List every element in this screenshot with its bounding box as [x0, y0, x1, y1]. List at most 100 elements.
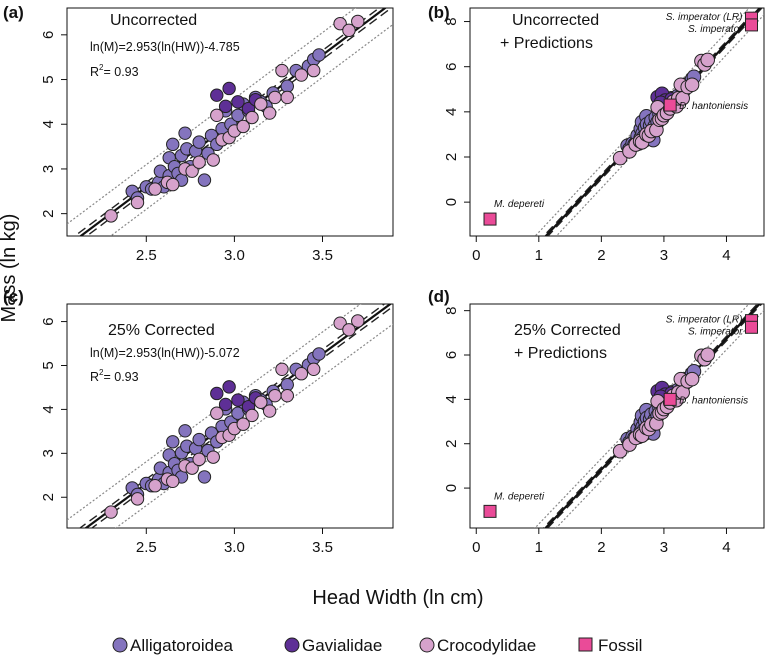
data-point-crocodylidae [192, 155, 206, 169]
data-point-crocodylidae [206, 450, 220, 464]
panel-b-title-line2: + Predictions [500, 35, 593, 52]
x-tick-label: 3.5 [312, 247, 333, 264]
data-point-crocodylidae [294, 68, 309, 82]
y-tick-label: 0 [443, 484, 460, 492]
fossil-label-s-imperator-lr: S. imperator (LR) [666, 12, 743, 23]
fossil-point-d-hantoniensis [663, 98, 677, 112]
data-point-gavialidae [210, 88, 224, 102]
data-point-alligatoroidea [166, 435, 180, 449]
data-point-crocodylidae [262, 106, 277, 120]
fossil-point-m-depereti [483, 504, 497, 518]
data-point-crocodylidae [275, 63, 289, 78]
fossil-label-d-hantoniensis: D. hantoniensis [679, 101, 748, 112]
data-point-crocodylidae [210, 406, 224, 420]
x-tick-label: 2.5 [136, 247, 157, 264]
legend-marker-gavialidae [284, 637, 300, 653]
y-tick-label: 5 [40, 75, 57, 83]
panel-d-title-line2: + Predictions [514, 345, 607, 362]
panel-b-title-line1: Uncorrected [512, 12, 599, 29]
data-point-crocodylidae [280, 388, 294, 403]
x-tick-label: 0 [472, 539, 480, 556]
data-point-crocodylidae [684, 371, 700, 387]
y-tick-label: 3 [40, 449, 57, 457]
data-point-crocodylidae [268, 90, 282, 105]
data-point-alligatoroidea [178, 424, 192, 438]
panel-c-r2-label: R2= 0.93 [90, 368, 139, 384]
fossil-point-m-depereti [483, 212, 497, 226]
data-point-crocodylidae [254, 395, 268, 409]
legend-label-fossil: Fossil [598, 636, 642, 655]
panel-c-label: (c) [3, 287, 24, 306]
legend-marker-fossil [578, 637, 593, 652]
x-tick-label: 3 [660, 539, 668, 556]
data-point-crocodylidae [236, 119, 250, 134]
y-tick-label: 4 [40, 405, 57, 413]
data-point-crocodylidae [206, 153, 220, 167]
data-point-crocodylidae [351, 14, 365, 29]
panel-a-frame [66, 7, 394, 237]
panel-a: 2.5 3.0 3.5 2 3 4 5 6 (a) Uncorrected ln(M)=2.9… [3, 3, 394, 264]
data-point-crocodylidae [268, 388, 282, 403]
y-tick-label: 8 [443, 306, 460, 314]
y-tick-label: 2 [40, 209, 57, 217]
data-point-alligatoroidea [178, 126, 192, 140]
panel-b-label: (b) [428, 3, 450, 22]
data-point-alligatoroidea [312, 347, 326, 361]
data-point-gavialidae [222, 81, 236, 96]
y-tick-label: 2 [40, 493, 57, 501]
data-point-alligatoroidea [280, 79, 294, 93]
y-axis-label: Mass (ln kg) [0, 214, 20, 323]
data-point-crocodylidae [192, 452, 206, 467]
data-point-crocodylidae [275, 362, 289, 377]
y-tick-label: 0 [443, 198, 460, 206]
data-point-alligatoroidea [197, 470, 212, 484]
data-point-crocodylidae [130, 195, 145, 210]
prediction-interval-lower [109, 23, 393, 236]
data-point-crocodylidae [166, 177, 180, 192]
panel-a-label: (a) [3, 3, 24, 22]
x-tick-label: 4 [722, 247, 730, 264]
fossil-label-d-hantoniensis: D. hantoniensis [679, 395, 748, 406]
data-point-alligatoroidea [312, 48, 326, 62]
data-point-gavialidae [218, 99, 233, 114]
data-point-gavialidae [210, 386, 224, 401]
data-point-crocodylidae [351, 314, 365, 328]
y-tick-label: 2 [443, 440, 460, 448]
data-point-crocodylidae [185, 164, 199, 178]
data-point-crocodylidae [307, 63, 321, 78]
y-tick-label: 6 [40, 317, 57, 325]
y-tick-label: 5 [40, 361, 57, 369]
y-tick-label: 4 [443, 108, 460, 116]
data-point-crocodylidae [294, 367, 309, 381]
prediction-interval-lower [555, 14, 764, 236]
data-point-alligatoroidea [197, 173, 212, 187]
legend-label-alligatoroidea: Alligatoroidea [130, 636, 234, 655]
data-point-crocodylidae [342, 323, 356, 337]
data-point-crocodylidae [342, 23, 356, 38]
panel-d-frame [469, 303, 765, 529]
data-point-crocodylidae [148, 479, 162, 493]
x-tick-label: 3 [660, 247, 668, 264]
y-tick-label: 4 [443, 395, 460, 403]
data-point-crocodylidae [333, 16, 347, 31]
legend-marker-alligatoroidea [112, 637, 128, 653]
y-tick-label: 6 [443, 351, 460, 359]
data-point-crocodylidae [236, 417, 250, 431]
x-tick-label: 3.0 [224, 539, 245, 556]
x-tick-label: 1 [535, 247, 543, 264]
legend-label-crocodylidae: Crocodylidae [437, 636, 536, 655]
fossil-label-s-imperator-lr: S. imperator (LR) [666, 315, 743, 326]
data-point-crocodylidae [210, 108, 224, 122]
fossil-label-m-depereti: M. depereti [494, 491, 545, 502]
x-tick-label: 2.5 [136, 539, 157, 556]
x-tick-label: 1 [535, 539, 543, 556]
x-tick-label: 3.5 [312, 539, 333, 556]
fossil-label-m-depereti: M. depereti [494, 199, 545, 210]
data-point-gavialidae [231, 393, 245, 407]
data-point-crocodylidae [245, 408, 259, 423]
panel-c: 2.5 3.0 3.5 2 3 4 5 6 (c) 25% Corrected ln(M)=2… [3, 287, 394, 556]
panel-c-frame [66, 303, 394, 529]
data-point-crocodylidae [684, 77, 700, 93]
data-point-gavialidae [231, 95, 245, 109]
panel-a-r2-label: R2= 0.93 [90, 63, 139, 79]
